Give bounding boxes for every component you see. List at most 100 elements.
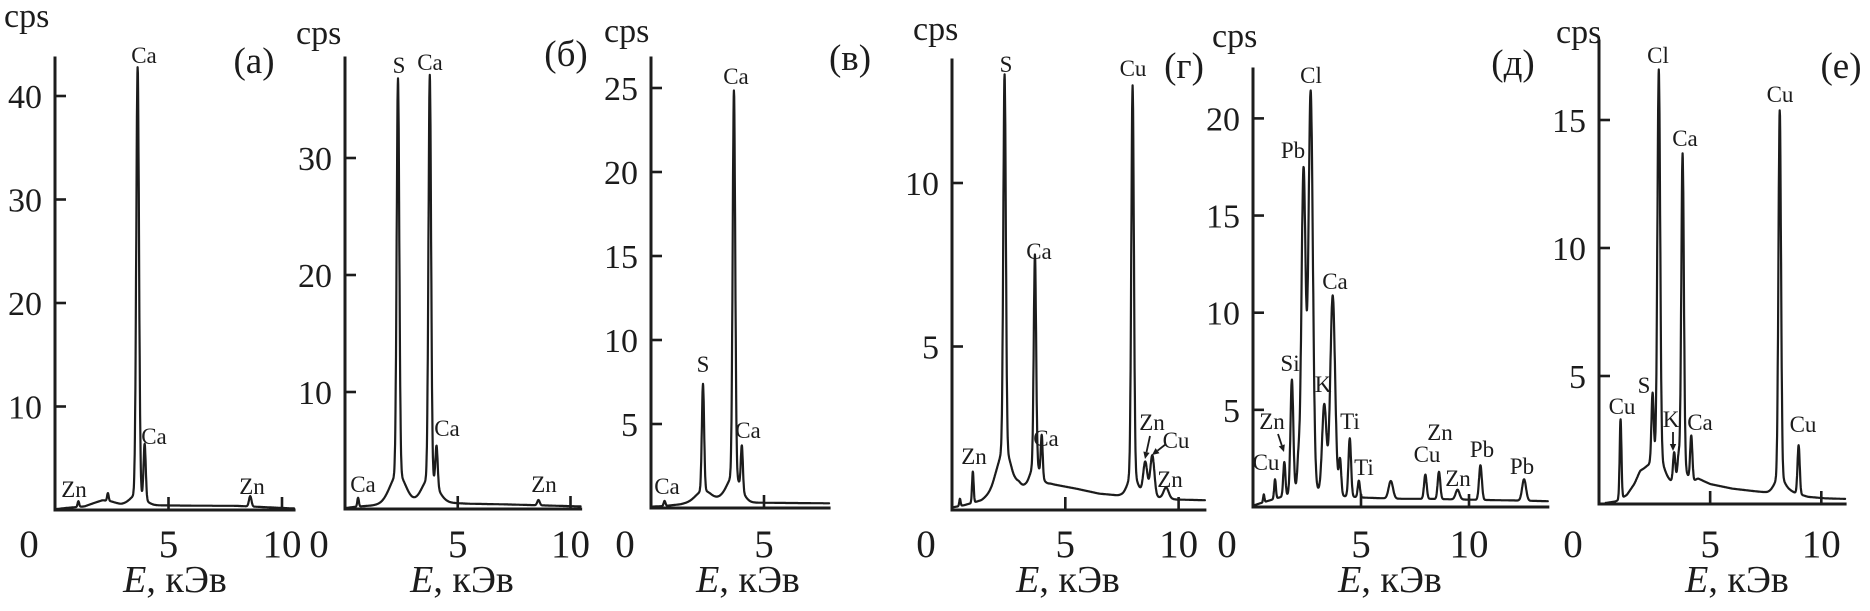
panel-e-element-label-pb-3: Pb bbox=[1281, 138, 1305, 163]
panel-f-x-axis-title: E, кЭв bbox=[1684, 559, 1789, 601]
panel-d-axes bbox=[950, 58, 1207, 512]
panel-b-label: (б) bbox=[544, 34, 587, 75]
panel-a-ytick-label-20: 20 bbox=[8, 286, 42, 323]
panel-b-ytick-label-10: 10 bbox=[298, 375, 332, 412]
panel-e-y-axis-title: cps bbox=[1212, 18, 1257, 55]
panel-a-x-axis-title: E, кЭв bbox=[122, 559, 227, 601]
panel-c-x-axis-title: E, кЭв bbox=[695, 559, 800, 601]
panel-b-axes bbox=[343, 56, 583, 511]
panel-e-element-label-zn-11: Zn bbox=[1445, 466, 1471, 491]
panel-e-element-label-cl-4: Cl bbox=[1300, 63, 1322, 88]
panel-d-y-axis-title: cps bbox=[913, 11, 958, 48]
panel-a: 10 20 30 40 0 5 10 cps E, кЭв (а) Zn Ca Ca Zn bbox=[4, 0, 302, 601]
panel-e-element-label-ca-6: Ca bbox=[1322, 269, 1348, 294]
panel-f-element-label-k-3: K bbox=[1663, 407, 1680, 432]
panel-f-axes bbox=[1597, 39, 1847, 506]
panel-f-label: (е) bbox=[1820, 46, 1861, 87]
panel-f-element-label-cu-6: Cu bbox=[1767, 82, 1794, 107]
panel-e-element-label-k-5: K bbox=[1315, 372, 1332, 397]
panel-a-y-axis-title: cps bbox=[4, 0, 49, 35]
panel-c-xtick-label-0: 0 bbox=[615, 523, 635, 566]
panel-e-arrow-0 bbox=[1277, 433, 1283, 446]
panel-c-label: (в) bbox=[829, 38, 871, 79]
panel-e-arrow-head-0 bbox=[1278, 444, 1285, 452]
panel-a-xtick-label-5: 5 bbox=[159, 523, 179, 566]
panel-b-ytick-label-20: 20 bbox=[298, 258, 332, 295]
panel-e-ytick-label-10: 10 bbox=[1206, 296, 1240, 333]
panel-b-element-label-s-1: S bbox=[393, 53, 406, 78]
panel-a-label: (а) bbox=[233, 41, 274, 82]
panel-e-element-label-ti-7: Ti bbox=[1340, 409, 1360, 434]
panel-a-xtick-label-10: 10 bbox=[263, 523, 302, 566]
panel-b-element-label-ca-2: Ca bbox=[417, 50, 443, 75]
panel-e-ytick-label-15: 15 bbox=[1206, 199, 1240, 236]
panel-c-axes bbox=[649, 56, 831, 510]
panel-f-ytick-label-10: 10 bbox=[1552, 231, 1586, 268]
panel-d-arrow-0 bbox=[1145, 435, 1151, 453]
panel-f-ytick-label-5: 5 bbox=[1569, 359, 1586, 396]
panel-d-xtick-label-10: 10 bbox=[1159, 523, 1198, 566]
panel-d-element-label-zn-7: Zn bbox=[1157, 467, 1183, 492]
panel-f-xtick-label-10: 10 bbox=[1802, 523, 1841, 566]
panel-b-element-label-zn-4: Zn bbox=[531, 472, 557, 497]
panel-d-element-label-cu-6: Cu bbox=[1163, 428, 1190, 453]
panel-e-ytick-label-20: 20 bbox=[1206, 101, 1240, 138]
panel-f-xtick-label-0: 0 bbox=[1563, 523, 1583, 566]
panel-a-axes bbox=[53, 56, 296, 512]
panel-d-spectrum-curve bbox=[951, 73, 1206, 509]
panel-d-element-label-zn-5: Zn bbox=[1139, 410, 1165, 435]
panel-c-ytick-label-5: 5 bbox=[621, 407, 638, 444]
panel-c-ytick-label-25: 25 bbox=[604, 71, 638, 108]
panel-f-xtick-label-5: 5 bbox=[1700, 523, 1720, 566]
panel-c-element-label-s-1: S bbox=[697, 352, 710, 377]
panel-d-element-label-zn-0: Zn bbox=[961, 444, 987, 469]
panel-f-element-label-cl-2: Cl bbox=[1647, 43, 1669, 68]
panel-c-ytick-label-15: 15 bbox=[604, 239, 638, 276]
panel-e-element-label-cu-9: Cu bbox=[1414, 442, 1441, 467]
panel-e-element-label-pb-13: Pb bbox=[1510, 454, 1534, 479]
panel-f-element-label-cu-0: Cu bbox=[1609, 394, 1636, 419]
panel-a-element-label-zn-0: Zn bbox=[61, 477, 87, 502]
panel-f-y-axis-title: cps bbox=[1556, 14, 1601, 51]
panel-e-element-label-si-2: Si bbox=[1280, 351, 1299, 376]
panel-b-ytick-label-30: 30 bbox=[298, 141, 332, 178]
panel-e-xtick-label-0: 0 bbox=[1217, 523, 1237, 566]
panel-f-element-label-cu-7: Cu bbox=[1790, 412, 1817, 437]
panel-e-ytick-label-5: 5 bbox=[1223, 393, 1240, 430]
panel-a-ytick-label-40: 40 bbox=[8, 79, 42, 116]
panel-c-spectrum-curve bbox=[650, 89, 831, 508]
panel-f-spectrum-curve bbox=[1604, 68, 1847, 504]
panel-f-ytick-label-15: 15 bbox=[1552, 103, 1586, 140]
panel-e-xtick-label-10: 10 bbox=[1450, 523, 1489, 566]
panel-d-label: (г) bbox=[1164, 46, 1204, 87]
panel-b-xtick-label-10: 10 bbox=[551, 523, 590, 566]
panel-d-arrow-head-0 bbox=[1143, 451, 1150, 459]
panel-e-label: (д) bbox=[1491, 43, 1534, 84]
panel-d-xtick-label-5: 5 bbox=[1056, 523, 1076, 566]
panel-a-xtick-label-0: 0 bbox=[19, 523, 39, 566]
panel-a-element-label-ca-1: Ca bbox=[131, 43, 157, 68]
panel-b-spectrum-curve bbox=[344, 73, 582, 510]
panel-e-element-label-zn-10: Zn bbox=[1427, 420, 1453, 445]
panel-b-x-axis-title: E, кЭв bbox=[409, 559, 514, 601]
panel-c-ytick-label-10: 10 bbox=[604, 323, 638, 360]
panel-a-element-label-ca-2: Ca bbox=[141, 424, 167, 449]
panel-d-x-axis-title: E, кЭв bbox=[1015, 559, 1120, 601]
panel-d-arrow-1 bbox=[1156, 443, 1167, 452]
panel-e-element-label-zn-1: Zn bbox=[1259, 409, 1285, 434]
panel-e-spectrum-curve bbox=[1252, 89, 1549, 507]
panel-b-y-axis-title: cps bbox=[296, 15, 341, 52]
panel-c-ytick-label-20: 20 bbox=[604, 155, 638, 192]
panel-c-y-axis-title: cps bbox=[604, 13, 649, 50]
panel-b-element-label-ca-3: Ca bbox=[434, 416, 460, 441]
panel-f-element-label-ca-4: Ca bbox=[1672, 126, 1698, 151]
panel-b: 10 20 30 0 5 10 cps E, кЭв (б) Ca S Ca Ca Zn bbox=[296, 15, 590, 601]
panel-d-element-label-cu-4: Cu bbox=[1120, 56, 1147, 81]
panel-f-element-label-s-1: S bbox=[1638, 373, 1651, 398]
panel-b-xtick-label-0: 0 bbox=[309, 523, 329, 566]
